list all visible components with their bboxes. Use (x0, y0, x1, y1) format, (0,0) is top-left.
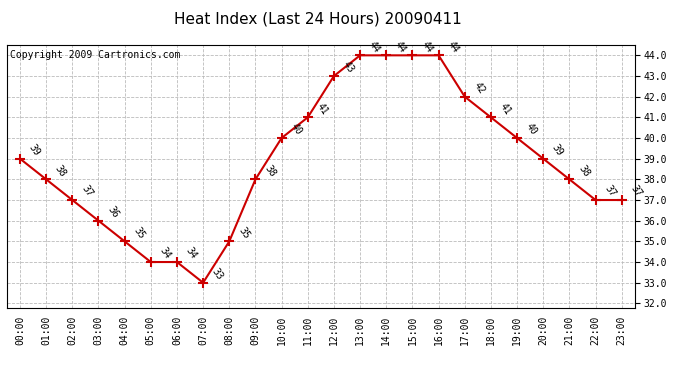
Text: 38: 38 (262, 163, 277, 178)
Text: 36: 36 (106, 204, 120, 220)
Text: 37: 37 (602, 184, 618, 199)
Text: 41: 41 (315, 101, 330, 117)
Text: 39: 39 (550, 142, 565, 158)
Text: 37: 37 (629, 184, 644, 199)
Text: 33: 33 (210, 267, 225, 282)
Text: 34: 34 (158, 246, 172, 261)
Text: 38: 38 (576, 163, 591, 178)
Text: 44: 44 (446, 39, 460, 54)
Text: 34: 34 (184, 246, 199, 261)
Text: 39: 39 (27, 142, 42, 158)
Text: 40: 40 (288, 122, 304, 137)
Text: 41: 41 (498, 101, 513, 117)
Text: 44: 44 (367, 39, 382, 54)
Text: 40: 40 (524, 122, 539, 137)
Text: Heat Index (Last 24 Hours) 20090411: Heat Index (Last 24 Hours) 20090411 (173, 11, 462, 26)
Text: 35: 35 (132, 225, 146, 241)
Text: Copyright 2009 Cartronics.com: Copyright 2009 Cartronics.com (10, 50, 180, 60)
Text: 43: 43 (341, 60, 356, 75)
Text: 37: 37 (79, 184, 94, 199)
Text: 42: 42 (472, 81, 486, 96)
Text: 38: 38 (53, 163, 68, 178)
Text: 44: 44 (420, 39, 434, 54)
Text: 44: 44 (393, 39, 408, 54)
Text: 35: 35 (236, 225, 251, 241)
